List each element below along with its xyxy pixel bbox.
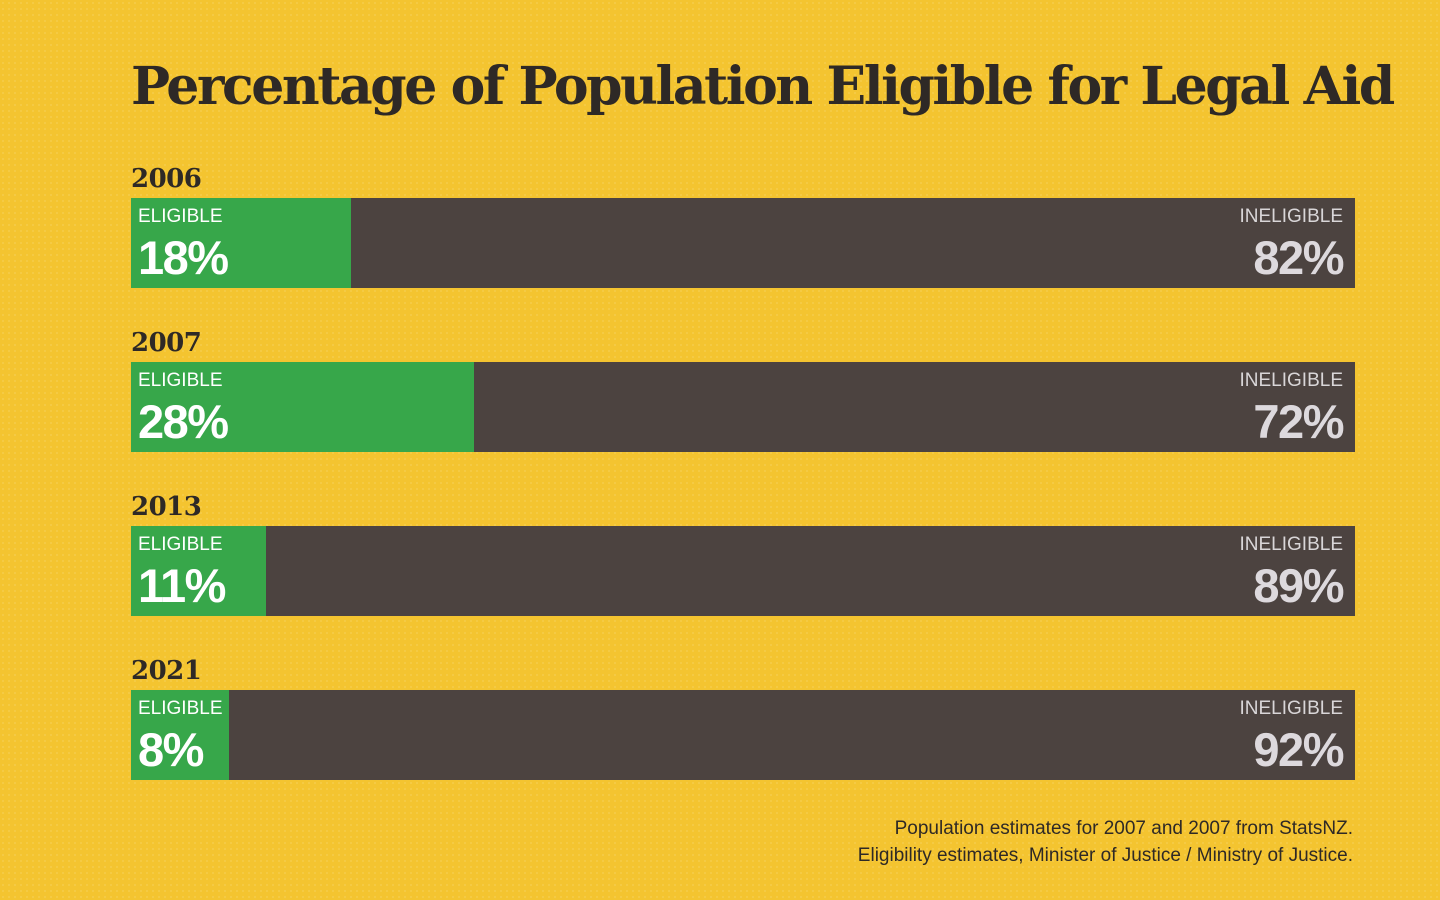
eligible-bar-2021: ELIGIBLE 8% [131,690,229,780]
eligible-bar-2013: ELIGIBLE 11% [131,526,266,616]
stacked-bar-2013: ELIGIBLE 11% INELIGIBLE 89% [131,526,1355,616]
eligible-label: ELIGIBLE [138,698,223,719]
eligible-label: ELIGIBLE [138,534,223,555]
eligible-value-2006: 18% [138,231,229,284]
ineligible-bar-2007: INELIGIBLE 72% [474,362,1355,452]
stacked-bar-2007: ELIGIBLE 28% INELIGIBLE 72% [131,362,1355,452]
year-label-2013: 2013 [131,492,202,522]
ineligible-value-2007: 72% [1253,395,1344,448]
ineligible-label: INELIGIBLE [1239,698,1344,719]
year-label-2021: 2021 [131,656,202,686]
ineligible-label: INELIGIBLE [1239,534,1344,555]
ineligible-value-2006: 82% [1253,231,1344,284]
ineligible-bar-2021: INELIGIBLE 92% [229,690,1355,780]
bar-row-2007: 2007 ELIGIBLE 28% INELIGIBLE 72% [131,324,1355,488]
ineligible-bar-2013: INELIGIBLE 89% [266,526,1355,616]
eligible-value-2007: 28% [138,395,229,448]
ineligible-label: INELIGIBLE [1239,370,1344,391]
source-line-1: Population estimates for 2007 and 2007 f… [894,818,1353,839]
stacked-bar-chart: 2006 ELIGIBLE 18% INELIGIBLE 82% 2007 ELIGIBLE… [131,160,1355,816]
eligible-bar-2007: ELIGIBLE 28% [131,362,474,452]
stacked-bar-2021: ELIGIBLE 8% INELIGIBLE 92% [131,690,1355,780]
bar-row-2021: 2021 ELIGIBLE 8% INELIGIBLE 92% [131,652,1355,816]
chart-title: Percentage of Population Eligible for Le… [131,56,1395,117]
ineligible-bar-2006: INELIGIBLE 82% [351,198,1355,288]
eligible-label: ELIGIBLE [138,206,223,227]
ineligible-value-2013: 89% [1253,559,1344,612]
eligible-value-2013: 11% [138,559,226,612]
bar-row-2013: 2013 ELIGIBLE 11% INELIGIBLE 89% [131,488,1355,652]
source-line-2: Eligibility estimates, Minister of Justi… [857,845,1353,866]
eligible-value-2021: 8% [138,723,204,776]
source-note: Population estimates for 2007 and 2007 f… [858,815,1353,869]
ineligible-value-2021: 92% [1253,723,1344,776]
eligible-bar-2006: ELIGIBLE 18% [131,198,351,288]
bar-row-2006: 2006 ELIGIBLE 18% INELIGIBLE 82% [131,160,1355,324]
year-label-2007: 2007 [131,328,202,358]
year-label-2006: 2006 [131,164,202,194]
stacked-bar-2006: ELIGIBLE 18% INELIGIBLE 82% [131,198,1355,288]
ineligible-label: INELIGIBLE [1239,206,1344,227]
eligible-label: ELIGIBLE [138,370,223,391]
